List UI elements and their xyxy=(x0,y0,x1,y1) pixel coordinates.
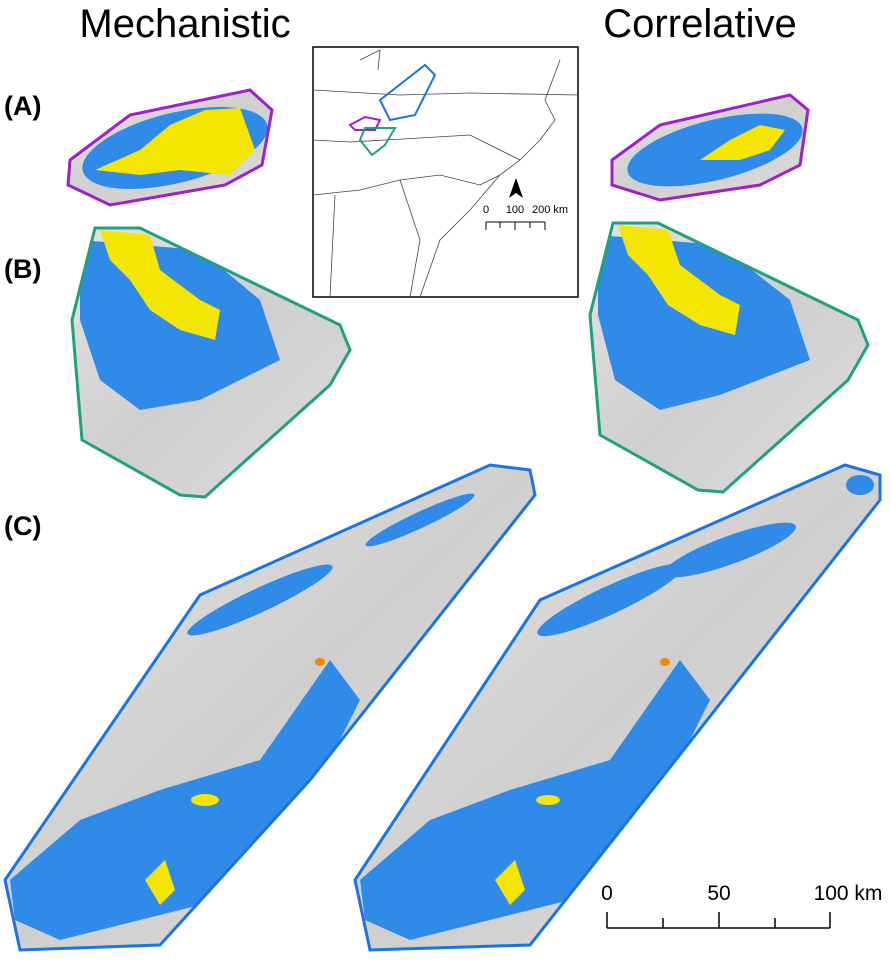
scale-label: 50 xyxy=(707,882,730,905)
column-header: Mechanistic xyxy=(79,2,290,46)
panel-label: (C) xyxy=(4,511,41,541)
inset-scale-label: 200 km xyxy=(532,204,568,216)
inset-scale-label: 0 xyxy=(483,204,489,216)
inset-map: 0 100 200 km xyxy=(312,46,579,298)
inset-scale-label: 100 xyxy=(506,204,524,216)
scale-label: 100 km xyxy=(814,882,883,905)
scale-bar: 0 50 100 km xyxy=(601,882,883,929)
panel-label: (A) xyxy=(4,91,41,121)
column-header: Correlative xyxy=(603,2,796,46)
map-b-mechanistic xyxy=(70,226,352,499)
map-a-correlative xyxy=(610,93,810,202)
map-a-mechanistic xyxy=(66,88,274,207)
panel-label: (B) xyxy=(4,254,41,284)
scale-label: 0 xyxy=(601,882,613,905)
map-b-correlative xyxy=(588,221,870,494)
